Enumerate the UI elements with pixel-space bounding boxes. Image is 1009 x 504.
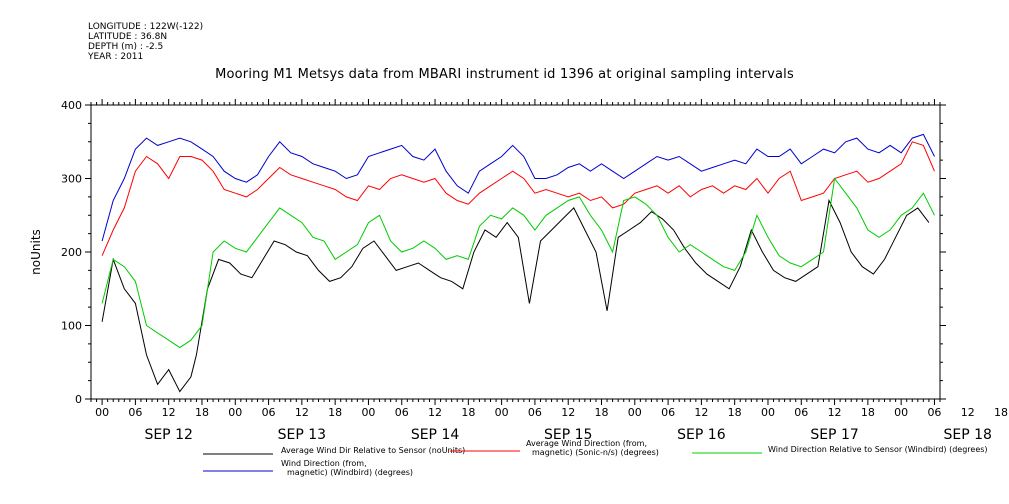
x-day-label: SEP 12 bbox=[144, 427, 192, 443]
series-line-2 bbox=[101, 141, 935, 256]
x-hour-label: 18 bbox=[461, 406, 475, 419]
plot-frame bbox=[90, 104, 941, 400]
x-hour-label: 12 bbox=[961, 406, 975, 419]
x-hour-label: 06 bbox=[661, 406, 675, 419]
chart-title: Mooring M1 Metsys data from MBARI instru… bbox=[215, 67, 794, 82]
x-hour-label: 06 bbox=[528, 406, 542, 419]
x-hour-label: 06 bbox=[794, 406, 808, 419]
y-tick-label: 400 bbox=[61, 99, 82, 112]
y-axis-label: noUnits bbox=[29, 229, 43, 275]
x-hour-label: 00 bbox=[495, 406, 509, 419]
x-hour-label: 18 bbox=[728, 406, 742, 419]
x-day-label: SEP 17 bbox=[810, 427, 858, 443]
x-hour-label: 12 bbox=[428, 406, 442, 419]
year-text: YEAR : 2011 bbox=[88, 52, 144, 62]
series-lines bbox=[101, 133, 935, 393]
y-tick-label: 100 bbox=[61, 320, 82, 333]
x-hour-label: 18 bbox=[195, 406, 209, 419]
x-hour-label: 06 bbox=[128, 406, 142, 419]
x-hour-label: 06 bbox=[395, 406, 409, 419]
legend-label-2: Average Wind Direction (from, magnetic) (… bbox=[526, 439, 659, 457]
legend: Average Wind Dir Relative to Sensor (noU… bbox=[203, 439, 988, 477]
series-line-1 bbox=[101, 198, 930, 393]
legend-label-3: Wind Direction Relative to Sensor (Windb… bbox=[768, 445, 988, 454]
x-hour-label: 12 bbox=[162, 406, 176, 419]
x-hour-label: 00 bbox=[628, 406, 642, 419]
series-line-4 bbox=[101, 133, 935, 242]
x-hour-label: 12 bbox=[828, 406, 842, 419]
axes: 0 100 200 300 400 00 06 12 18 00 06 12 18 00 06 12 18 00 0… bbox=[61, 99, 1008, 443]
x-day-label: SEP 14 bbox=[411, 427, 460, 443]
depth-text: DEPTH (m) : -2.5 bbox=[88, 42, 164, 52]
x-hour-label: 18 bbox=[328, 406, 342, 419]
x-hour-label: 00 bbox=[361, 406, 375, 419]
x-hour-label: 06 bbox=[262, 406, 276, 419]
x-hour-label: 00 bbox=[894, 406, 908, 419]
legend-line: Average Wind Direction (from, bbox=[526, 439, 647, 448]
x-hour-label: 12 bbox=[295, 406, 309, 419]
legend-line: magnetic) (Sonic-n/s) (degrees) bbox=[532, 448, 659, 457]
series-line-3 bbox=[101, 177, 935, 349]
longitude-text: LONGITUDE : 122W(-122) bbox=[88, 22, 204, 32]
y-tick-label: 300 bbox=[61, 173, 82, 186]
legend-label-4: Wind Direction (from, magnetic) (Windbird… bbox=[281, 459, 413, 477]
x-day-label: SEP 16 bbox=[677, 427, 726, 443]
x-hour-label: 12 bbox=[694, 406, 708, 419]
latitude-text: LATITUDE : 36.8N bbox=[88, 32, 168, 42]
x-hour-label: 00 bbox=[228, 406, 242, 419]
metadata-block: LONGITUDE : 122W(-122) LATITUDE : 36.8N … bbox=[88, 22, 203, 62]
x-day-label: SEP 15 bbox=[544, 427, 592, 443]
x-hour-label: 06 bbox=[927, 406, 941, 419]
x-hour-label: 12 bbox=[561, 406, 575, 419]
x-hour-label: 00 bbox=[95, 406, 109, 419]
legend-label-1: Average Wind Dir Relative to Sensor (noU… bbox=[281, 446, 465, 455]
x-hour-label: 18 bbox=[595, 406, 609, 419]
legend-line: magnetic) (Windbird) (degrees) bbox=[287, 468, 413, 477]
x-hour-label: 18 bbox=[861, 406, 875, 419]
x-day-label: SEP 13 bbox=[278, 427, 326, 443]
legend-line: Wind Direction (from, bbox=[281, 459, 367, 468]
x-day-label: SEP 18 bbox=[944, 427, 992, 443]
x-hour-label: 18 bbox=[994, 406, 1008, 419]
y-tick-label: 200 bbox=[61, 246, 82, 259]
y-tick-label: 0 bbox=[75, 393, 82, 406]
x-hour-label: 00 bbox=[761, 406, 775, 419]
